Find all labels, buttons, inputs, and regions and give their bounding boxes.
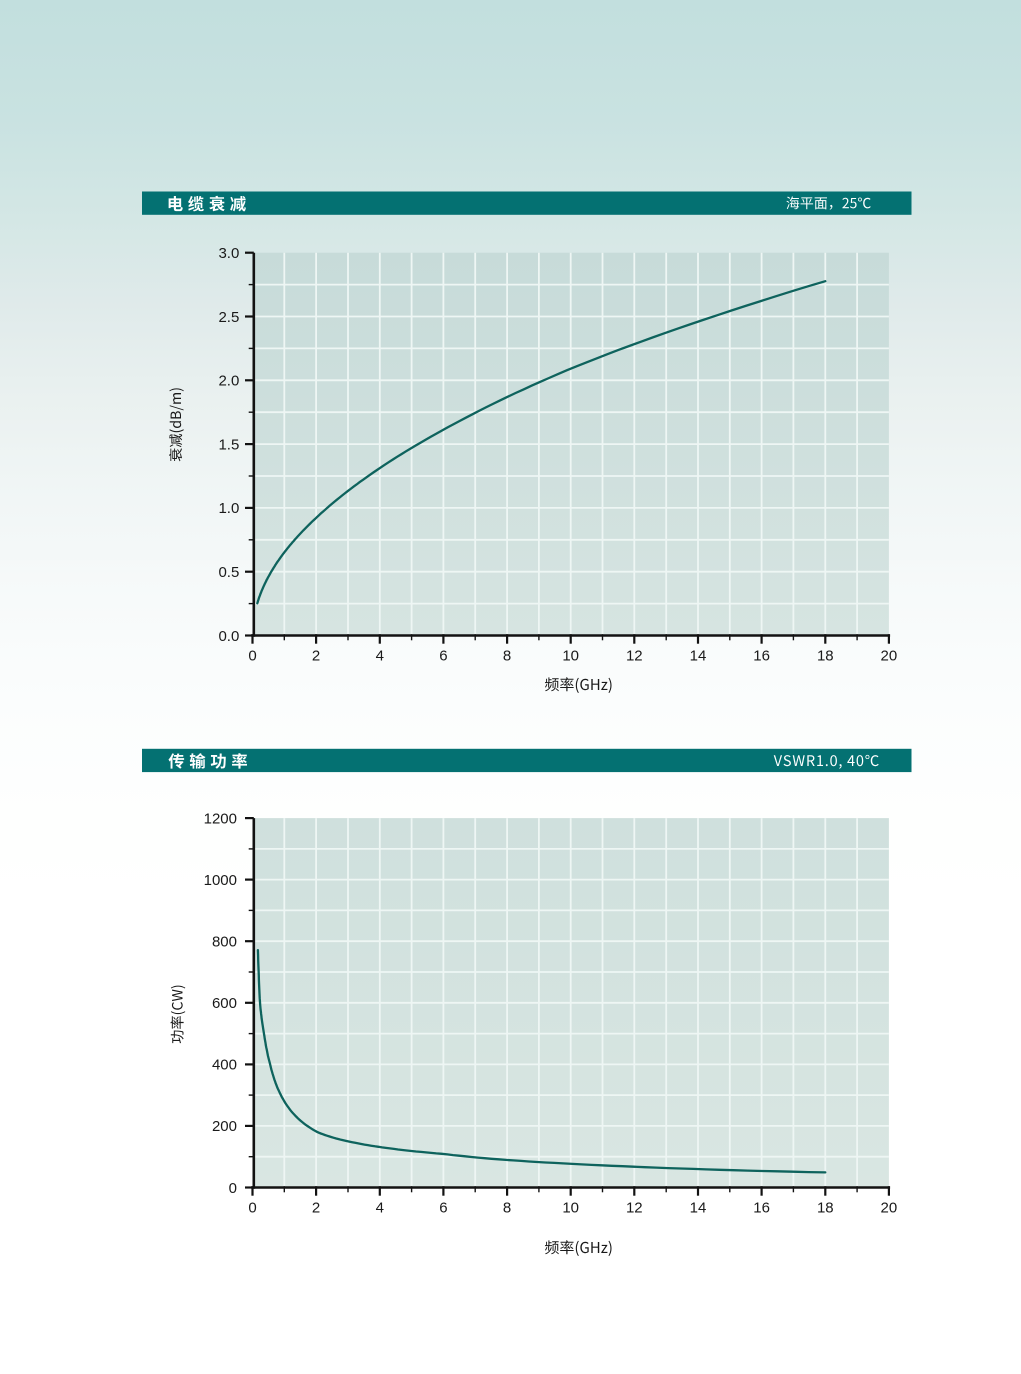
svg-text:800: 800 xyxy=(212,934,237,951)
svg-text:20: 20 xyxy=(881,648,898,665)
svg-text:400: 400 xyxy=(212,1057,237,1074)
svg-text:18: 18 xyxy=(817,648,834,665)
svg-text:20: 20 xyxy=(881,1200,898,1217)
svg-text:1200: 1200 xyxy=(204,810,237,827)
svg-text:2: 2 xyxy=(312,1200,320,1217)
svg-text:12: 12 xyxy=(626,648,643,665)
svg-text:14: 14 xyxy=(690,648,707,665)
svg-text:1.0: 1.0 xyxy=(218,500,239,517)
svg-text:8: 8 xyxy=(503,1200,511,1217)
svg-text:0: 0 xyxy=(248,648,256,665)
svg-text:16: 16 xyxy=(753,648,770,665)
svg-text:0: 0 xyxy=(248,1200,256,1217)
svg-text:4: 4 xyxy=(376,648,384,665)
svg-text:6: 6 xyxy=(439,1200,447,1217)
svg-text:10: 10 xyxy=(562,1200,579,1217)
svg-text:12: 12 xyxy=(626,1200,643,1217)
svg-text:18: 18 xyxy=(817,1200,834,1217)
svg-text:16: 16 xyxy=(753,1200,770,1217)
svg-text:1.5: 1.5 xyxy=(218,436,239,453)
svg-text:2.5: 2.5 xyxy=(218,309,239,326)
svg-text:14: 14 xyxy=(690,1200,707,1217)
svg-text:0: 0 xyxy=(229,1180,237,1197)
svg-text:0.0: 0.0 xyxy=(218,628,239,645)
svg-text:3.0: 3.0 xyxy=(218,245,239,262)
svg-text:200: 200 xyxy=(212,1118,237,1135)
svg-text:6: 6 xyxy=(439,648,447,665)
svg-text:2.0: 2.0 xyxy=(218,373,239,390)
svg-text:0.5: 0.5 xyxy=(218,564,239,581)
svg-text:4: 4 xyxy=(376,1200,384,1217)
svg-text:600: 600 xyxy=(212,995,237,1012)
svg-text:1000: 1000 xyxy=(204,872,237,889)
svg-text:2: 2 xyxy=(312,648,320,665)
svg-text:10: 10 xyxy=(562,648,579,665)
svg-text:8: 8 xyxy=(503,648,511,665)
